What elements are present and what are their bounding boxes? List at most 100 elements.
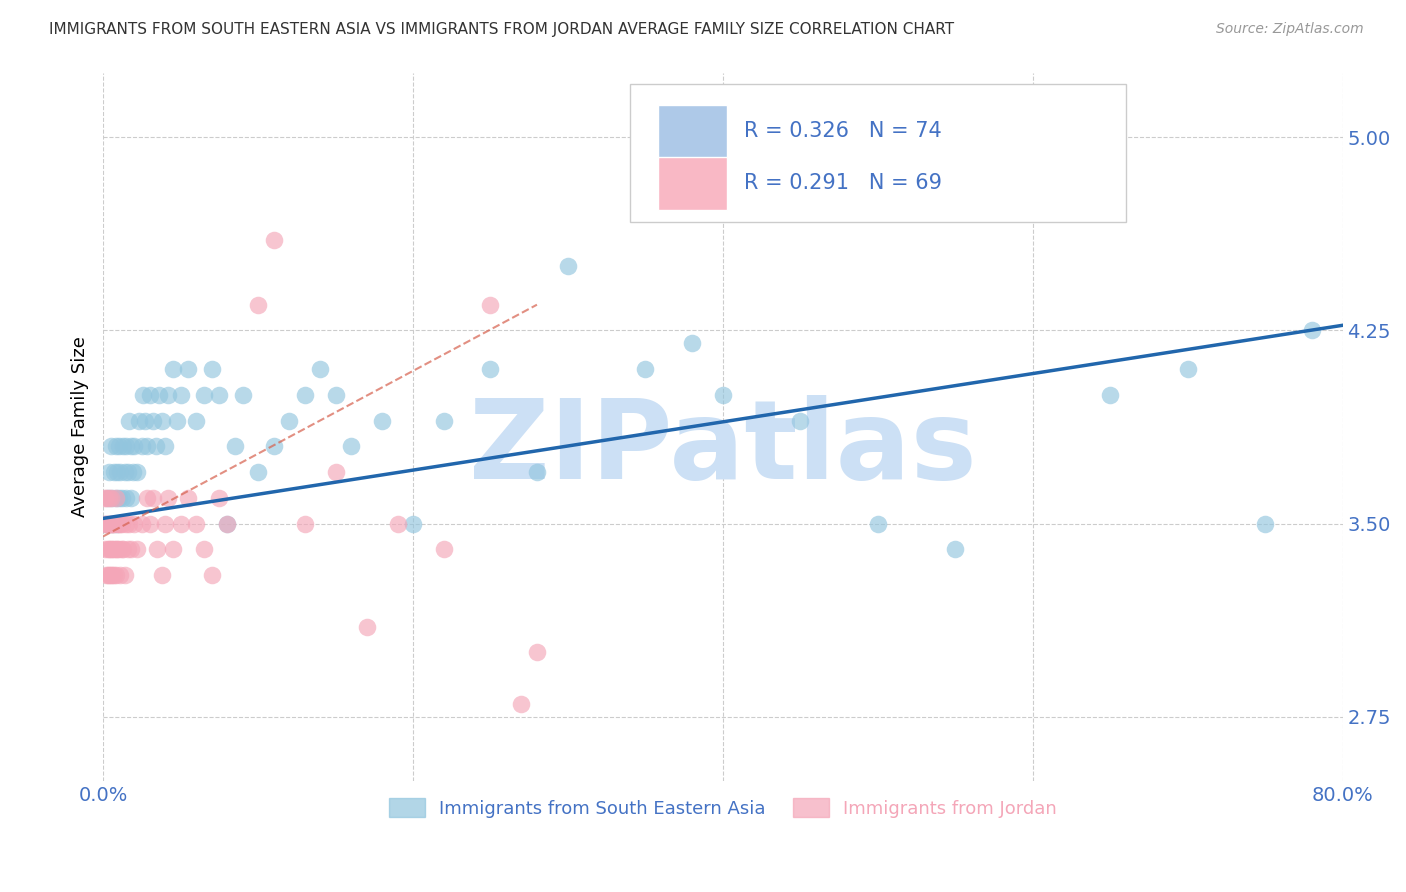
Point xyxy=(115,516,138,531)
Point xyxy=(103,516,125,531)
Point xyxy=(142,491,165,505)
Point xyxy=(100,568,122,582)
Point xyxy=(325,388,347,402)
Text: R = 0.326   N = 74: R = 0.326 N = 74 xyxy=(744,121,942,141)
Point xyxy=(217,516,239,531)
Point xyxy=(1301,323,1323,337)
Point xyxy=(105,516,128,531)
Point xyxy=(402,516,425,531)
Point xyxy=(356,619,378,633)
Point xyxy=(107,491,129,505)
Point xyxy=(177,362,200,376)
Point xyxy=(131,516,153,531)
Point xyxy=(111,491,134,505)
Point xyxy=(101,516,124,531)
Point xyxy=(105,465,128,479)
FancyBboxPatch shape xyxy=(630,84,1126,222)
Point xyxy=(184,413,207,427)
Point xyxy=(120,542,142,557)
Point xyxy=(97,516,120,531)
Point xyxy=(103,465,125,479)
Point xyxy=(114,568,136,582)
Point xyxy=(153,516,176,531)
Point xyxy=(433,542,456,557)
Point xyxy=(232,388,254,402)
Point xyxy=(224,439,246,453)
Point xyxy=(120,439,142,453)
Point xyxy=(107,542,129,557)
Point xyxy=(112,439,135,453)
Point xyxy=(100,516,122,531)
Point xyxy=(100,491,122,505)
Point xyxy=(128,413,150,427)
Y-axis label: Average Family Size: Average Family Size xyxy=(72,336,89,517)
Point xyxy=(108,465,131,479)
Point xyxy=(107,516,129,531)
Point xyxy=(184,516,207,531)
Point xyxy=(789,413,811,427)
Point xyxy=(1099,388,1122,402)
Point xyxy=(115,439,138,453)
Point xyxy=(294,516,316,531)
Point xyxy=(943,542,966,557)
Point xyxy=(681,336,703,351)
Point xyxy=(148,388,170,402)
Point xyxy=(127,542,149,557)
Point xyxy=(169,388,191,402)
Point xyxy=(100,439,122,453)
Point xyxy=(108,568,131,582)
Point xyxy=(309,362,332,376)
Point xyxy=(118,413,141,427)
Point xyxy=(278,413,301,427)
Point xyxy=(96,516,118,531)
Point xyxy=(105,516,128,531)
Point xyxy=(169,516,191,531)
Point xyxy=(526,645,548,659)
Point xyxy=(263,439,285,453)
Point xyxy=(1254,516,1277,531)
Point xyxy=(193,542,215,557)
Point xyxy=(120,491,142,505)
Point xyxy=(117,465,139,479)
Point xyxy=(98,568,121,582)
Point xyxy=(200,362,222,376)
Point xyxy=(107,439,129,453)
Point xyxy=(166,413,188,427)
Point xyxy=(371,413,394,427)
Point xyxy=(153,439,176,453)
Point xyxy=(101,568,124,582)
Point xyxy=(114,465,136,479)
Point xyxy=(101,516,124,531)
Point xyxy=(479,362,502,376)
Point xyxy=(122,516,145,531)
Point xyxy=(98,542,121,557)
Point xyxy=(97,491,120,505)
Point xyxy=(145,439,167,453)
Point xyxy=(117,542,139,557)
Point xyxy=(1022,156,1045,170)
Point xyxy=(142,413,165,427)
Point xyxy=(510,697,533,711)
Point xyxy=(93,542,115,557)
Point xyxy=(111,542,134,557)
Point xyxy=(263,233,285,247)
FancyBboxPatch shape xyxy=(658,156,727,210)
Text: R = 0.291   N = 69: R = 0.291 N = 69 xyxy=(744,173,942,193)
Point xyxy=(557,259,579,273)
Text: Source: ZipAtlas.com: Source: ZipAtlas.com xyxy=(1216,22,1364,37)
Point xyxy=(104,542,127,557)
Point xyxy=(157,388,180,402)
Point xyxy=(121,465,143,479)
Point xyxy=(162,542,184,557)
Point xyxy=(108,516,131,531)
Point xyxy=(1177,362,1199,376)
Point xyxy=(177,491,200,505)
Point xyxy=(162,362,184,376)
Point xyxy=(97,568,120,582)
Point xyxy=(98,516,121,531)
Point xyxy=(101,491,124,505)
Point xyxy=(100,542,122,557)
Point xyxy=(115,491,138,505)
Point xyxy=(479,298,502,312)
Point xyxy=(526,465,548,479)
